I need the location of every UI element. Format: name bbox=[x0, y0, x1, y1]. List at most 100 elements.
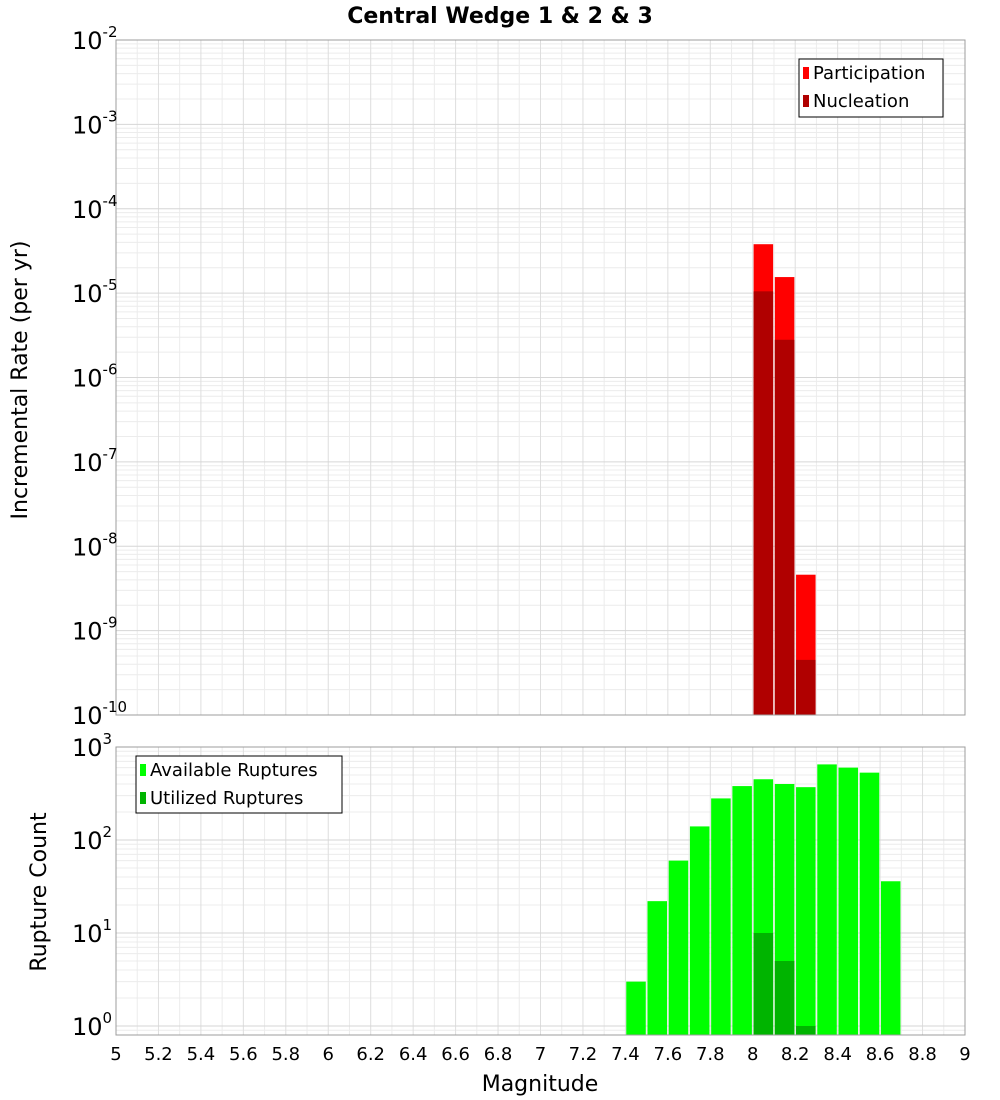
legend-swatch bbox=[803, 67, 809, 79]
y-tick-base: 10 bbox=[72, 27, 103, 55]
y-tick-label: 101 bbox=[72, 916, 112, 948]
y-tick-base: 10 bbox=[72, 533, 103, 561]
y-tick-base: 10 bbox=[72, 449, 103, 477]
x-axis-label: Magnitude bbox=[482, 1072, 599, 1097]
y-tick-label: 100 bbox=[72, 1009, 112, 1041]
y-tick-label: 10-9 bbox=[72, 614, 118, 646]
plot-border bbox=[115, 746, 966, 1036]
y-tick-label: 103 bbox=[72, 730, 112, 762]
bar bbox=[880, 881, 901, 1035]
x-tick-label: 7.4 bbox=[611, 1044, 640, 1065]
plot-border bbox=[115, 39, 966, 716]
x-tick-label: 6.8 bbox=[484, 1044, 513, 1065]
legend-box bbox=[798, 58, 944, 118]
bar bbox=[796, 1025, 816, 1035]
bar bbox=[647, 901, 668, 1035]
y-tick-exponent: 1 bbox=[103, 916, 113, 934]
series-nucleation bbox=[753, 291, 816, 715]
y-tick-exponent: -2 bbox=[103, 23, 118, 41]
x-tick-label: 6 bbox=[323, 1044, 334, 1065]
y-tick-label: 10-7 bbox=[72, 445, 118, 477]
x-tick-label: 7.6 bbox=[654, 1044, 683, 1065]
bar bbox=[796, 787, 816, 1035]
bar bbox=[711, 798, 731, 1035]
y-tick-label: 10-8 bbox=[72, 529, 118, 561]
legend-label: Utilized Ruptures bbox=[150, 788, 303, 809]
y-tick-exponent: 0 bbox=[103, 1009, 113, 1027]
legend-swatch bbox=[140, 764, 146, 776]
x-tick-label: 5.8 bbox=[271, 1044, 300, 1065]
top-y-axis-label: Incremental Rate (per yr) bbox=[8, 241, 33, 520]
bar bbox=[774, 339, 795, 715]
bar bbox=[859, 772, 880, 1035]
y-tick-exponent: -3 bbox=[103, 107, 118, 125]
y-tick-base: 10 bbox=[72, 196, 103, 224]
x-tick-label: 5.2 bbox=[144, 1044, 173, 1065]
bar bbox=[774, 960, 795, 1035]
bar bbox=[753, 932, 774, 1035]
legend: Participation Nucleation bbox=[798, 58, 944, 118]
y-tick-base: 10 bbox=[72, 618, 103, 646]
x-tick-label: 6.4 bbox=[399, 1044, 428, 1065]
y-tick-label: 10-3 bbox=[72, 107, 118, 139]
bottom-y-axis-label: Rupture Count bbox=[27, 812, 52, 972]
bar bbox=[732, 786, 752, 1035]
series-utilized-ruptures bbox=[753, 932, 816, 1035]
legend: Available Ruptures Utilized Ruptures bbox=[135, 755, 343, 814]
legend-label: Nucleation bbox=[813, 91, 909, 112]
top-panel-rate: 10-210-310-410-510-610-710-810-910-10Par… bbox=[72, 23, 966, 730]
x-tick-label: 7.8 bbox=[696, 1044, 725, 1065]
bar bbox=[838, 767, 859, 1035]
y-tick-base: 10 bbox=[72, 920, 103, 948]
y-tick-exponent: -6 bbox=[103, 361, 118, 379]
x-tick-label: 8.2 bbox=[781, 1044, 810, 1065]
y-tick-base: 10 bbox=[72, 702, 103, 730]
x-tick-label: 6.2 bbox=[356, 1044, 385, 1065]
bar bbox=[796, 659, 816, 715]
x-tick-label: 7 bbox=[535, 1044, 546, 1065]
y-tick-base: 10 bbox=[72, 111, 103, 139]
y-tick-base: 10 bbox=[72, 280, 103, 308]
x-tick-label: 5.6 bbox=[229, 1044, 258, 1065]
y-tick-label: 10-5 bbox=[72, 276, 118, 308]
y-tick-label: 102 bbox=[72, 823, 112, 855]
bar bbox=[689, 826, 710, 1035]
y-tick-exponent: -5 bbox=[103, 276, 118, 294]
x-tick-label: 6.6 bbox=[441, 1044, 470, 1065]
bar bbox=[817, 764, 837, 1035]
x-tick-label: 8 bbox=[747, 1044, 758, 1065]
legend-label: Available Ruptures bbox=[150, 760, 318, 781]
y-tick-exponent: 2 bbox=[103, 823, 113, 841]
y-tick-exponent: 3 bbox=[103, 730, 113, 748]
legend-label: Participation bbox=[813, 63, 925, 84]
x-tick-label: 7.2 bbox=[569, 1044, 598, 1065]
bar bbox=[668, 860, 689, 1035]
legend-swatch bbox=[803, 95, 809, 107]
y-tick-base: 10 bbox=[72, 365, 103, 393]
x-tick-label: 9 bbox=[959, 1044, 970, 1065]
y-tick-exponent: -8 bbox=[103, 529, 118, 547]
chart-title: Central Wedge 1 & 2 & 3 bbox=[347, 4, 653, 29]
x-tick-label: 8.6 bbox=[866, 1044, 895, 1065]
bar bbox=[626, 981, 646, 1035]
x-tick-label: 5 bbox=[110, 1044, 121, 1065]
y-tick-base: 10 bbox=[72, 827, 103, 855]
y-tick-label: 10-6 bbox=[72, 361, 118, 393]
x-tick-label: 8.4 bbox=[823, 1044, 852, 1065]
y-tick-exponent: -7 bbox=[103, 445, 118, 463]
x-tick-label: 5.4 bbox=[187, 1044, 216, 1065]
legend-box bbox=[135, 755, 343, 814]
y-tick-label: 10-2 bbox=[72, 23, 118, 55]
y-tick-exponent: -9 bbox=[103, 614, 118, 632]
y-tick-label: 10-10 bbox=[72, 698, 127, 730]
y-tick-exponent: -4 bbox=[103, 192, 118, 210]
y-tick-base: 10 bbox=[72, 734, 103, 762]
x-tick-label: 8.8 bbox=[908, 1044, 937, 1065]
y-tick-label: 10-4 bbox=[72, 192, 118, 224]
legend-swatch bbox=[140, 792, 146, 804]
bar bbox=[753, 291, 774, 715]
y-tick-base: 10 bbox=[72, 1013, 103, 1041]
y-tick-exponent: -10 bbox=[103, 698, 128, 716]
